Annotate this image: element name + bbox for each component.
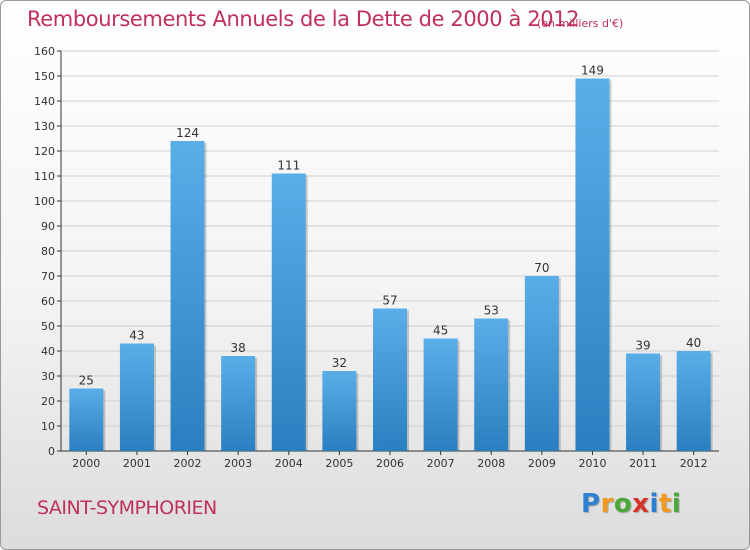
bar-value-label: 45 (433, 324, 448, 338)
y-tick-label: 70 (41, 270, 55, 283)
proxiti-logo[interactable]: Proxiti (581, 489, 681, 519)
x-tick-label: 2005 (325, 457, 353, 470)
x-tick-label: 2010 (578, 457, 606, 470)
bar-value-label: 43 (129, 329, 144, 343)
x-tick-label: 2012 (680, 457, 708, 470)
chart-subtitle: (en milliers d'€) (537, 17, 624, 30)
bar (474, 318, 509, 451)
logo-letter: t (658, 489, 672, 519)
x-tick-label: 2008 (477, 457, 505, 470)
bar-value-label: 70 (534, 261, 549, 275)
y-tick-label: 130 (34, 120, 55, 133)
y-tick-label: 0 (48, 445, 55, 458)
bar-value-label: 40 (686, 336, 701, 350)
y-tick-label: 90 (41, 220, 55, 233)
x-tick-label: 2002 (174, 457, 202, 470)
x-tick-label: 2004 (275, 457, 303, 470)
bars (69, 78, 713, 451)
y-tick-label: 60 (41, 295, 55, 308)
bar (170, 141, 205, 451)
chart-title: Remboursements Annuels de la Dette de 20… (27, 7, 580, 31)
y-tick-label: 110 (34, 170, 55, 183)
y-tick-label: 30 (41, 370, 55, 383)
bar (221, 356, 256, 451)
bar (676, 351, 711, 451)
logo-letter: i (671, 489, 682, 519)
y-tick-label: 150 (34, 70, 55, 83)
y-tick-label: 80 (41, 245, 55, 258)
bar (322, 371, 357, 451)
bar (524, 276, 559, 451)
logo-letter: r (600, 489, 614, 519)
logo-letter: i (649, 489, 659, 519)
labels: 0 10 20 30 40 50 60 70 80 90 100 110 120 130 140 150 160… (34, 45, 708, 470)
bar-value-label: 111 (277, 159, 300, 173)
y-tick-label: 120 (34, 145, 55, 158)
logo-letter: x (632, 489, 650, 519)
x-tick-label: 2003 (224, 457, 252, 470)
y-tick-label: 140 (34, 95, 55, 108)
y-tick-label: 100 (34, 195, 55, 208)
bar-value-label: 57 (382, 294, 397, 308)
logo-letter: o (613, 489, 633, 519)
bar (119, 343, 154, 451)
y-tick-label: 50 (41, 320, 55, 333)
bar-value-label: 32 (332, 356, 347, 370)
bar (271, 173, 306, 451)
x-tick-label: 2001 (123, 457, 151, 470)
x-tick-label: 2006 (376, 457, 404, 470)
x-tick-label: 2000 (72, 457, 100, 470)
bar (69, 388, 104, 451)
bar-value-label: 149 (581, 64, 604, 78)
x-tick-label: 2011 (629, 457, 657, 470)
bar (373, 308, 407, 451)
y-tick-label: 160 (34, 45, 55, 58)
bar-value-label: 53 (484, 304, 499, 318)
y-tick-label: 10 (41, 420, 55, 433)
bar-value-label: 39 (635, 339, 650, 353)
bar (423, 338, 458, 451)
bar-value-label: 38 (231, 341, 246, 355)
bar (575, 78, 610, 451)
commune-name: SAINT-SYMPHORIEN (37, 497, 217, 519)
bar-value-label: 124 (176, 126, 199, 140)
bar (626, 353, 661, 451)
y-tick-label: 20 (41, 395, 55, 408)
y-tick-label: 40 (41, 345, 55, 358)
x-tick-label: 2007 (427, 457, 455, 470)
logo-letter: P (581, 489, 601, 519)
x-tick-label: 2009 (528, 457, 556, 470)
bar-value-label: 25 (79, 374, 94, 388)
